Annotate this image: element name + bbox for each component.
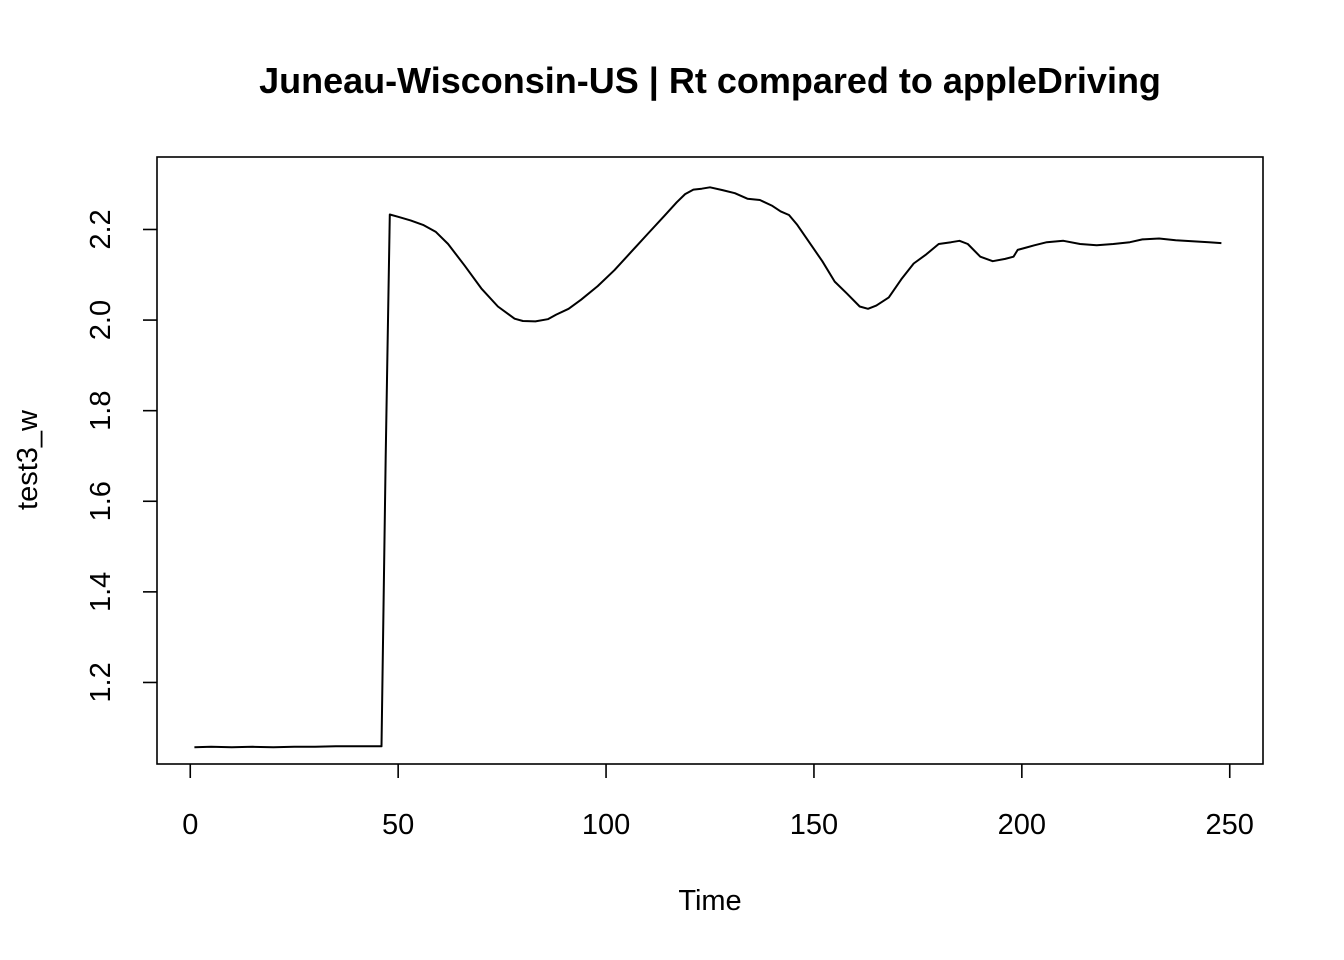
series-group xyxy=(194,186,1222,749)
x-tick-label: 100 xyxy=(582,809,630,841)
x-tick-label: 200 xyxy=(998,809,1046,841)
chart-title: Juneau-Wisconsin-US | Rt compared to app… xyxy=(259,60,1161,102)
y-tick-label: 2.2 xyxy=(85,209,117,249)
y-axis-label: test3_w xyxy=(12,409,44,510)
x-tick-label: 150 xyxy=(790,809,838,841)
x-tick-label: 250 xyxy=(1206,809,1254,841)
plot-frame xyxy=(156,156,1264,765)
x-tick-label: 50 xyxy=(382,809,414,841)
y-tick-label: 1.8 xyxy=(85,391,117,431)
y-tick-label: 1.2 xyxy=(85,662,117,702)
y-tick-label: 1.6 xyxy=(85,481,117,521)
y-axis: 1.2 1.4 1.6 1.8 2.0 2.2 xyxy=(85,209,157,703)
x-tick-label: 0 xyxy=(182,809,198,841)
x-axis-label: Time xyxy=(678,885,741,917)
series-line xyxy=(194,186,1222,749)
y-tick-label: 2.0 xyxy=(85,300,117,340)
y-tick-label: 1.4 xyxy=(85,572,117,612)
x-axis: 0 50 100 150 200 250 xyxy=(182,764,1254,841)
